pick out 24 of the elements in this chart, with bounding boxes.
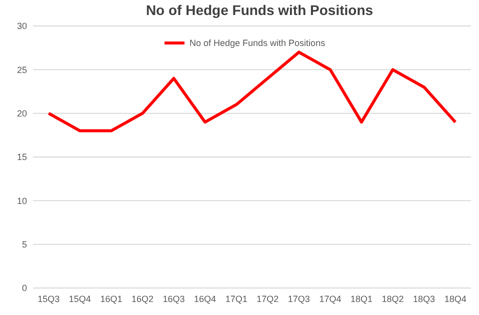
x-tick-label: 18Q1 (350, 294, 373, 304)
x-tick-label: 18Q4 (444, 294, 466, 304)
x-tick-label: 15Q3 (38, 294, 60, 304)
x-tick-label: 17Q4 (319, 294, 342, 304)
legend-label: No of Hedge Funds with Positions (190, 38, 326, 48)
x-tick-label: 16Q1 (100, 294, 122, 304)
y-tick-label: 15 (16, 152, 27, 162)
x-tick-label: 18Q2 (382, 294, 404, 304)
x-tick-label: 17Q2 (256, 294, 279, 304)
y-tick-label: 30 (16, 21, 27, 32)
x-tick-label: 17Q1 (225, 294, 248, 304)
y-tick-label: 5 (22, 239, 27, 250)
y-tick-label: 20 (16, 108, 27, 118)
chart-title: No of Hedge Funds with Positions (146, 2, 374, 18)
y-tick-label: 0 (22, 283, 27, 294)
x-tick-label: 16Q3 (162, 294, 185, 304)
line-series (47, 50, 457, 132)
y-tick-label: 10 (16, 196, 27, 206)
y-tick-label: 25 (16, 64, 27, 75)
x-tick-label: 17Q3 (288, 294, 310, 304)
x-tick-label: 16Q4 (194, 294, 216, 304)
x-tick-label: 18Q3 (413, 294, 436, 304)
x-tick-label: 16Q2 (131, 294, 154, 304)
x-tick-label: 15Q4 (68, 294, 91, 304)
